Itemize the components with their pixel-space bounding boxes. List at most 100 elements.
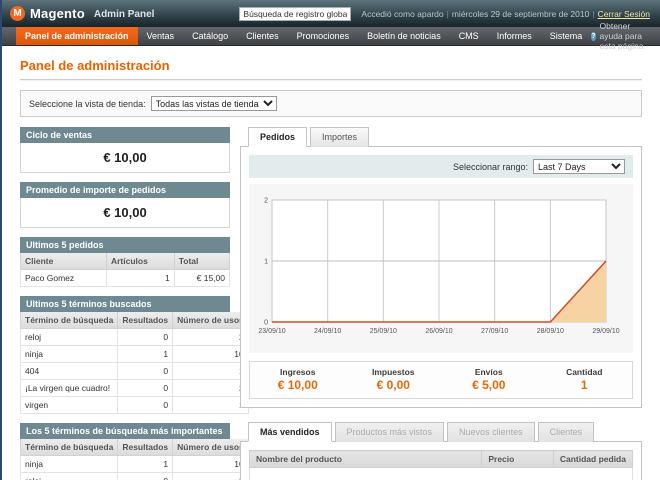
- help-link[interactable]: ? Obtener ayuda para esta página: [591, 21, 660, 51]
- metric-impuestos: Impuestos € 0,00: [346, 367, 442, 392]
- help-label: Obtener ayuda para esta página: [599, 21, 644, 51]
- table-row: ninja110: [19, 455, 249, 473]
- table-row: virgen01: [19, 396, 249, 414]
- nav-item[interactable]: Sistema: [549, 31, 583, 41]
- products-panel: Nombre del producto Precio Cantidad pedi…: [240, 441, 642, 480]
- table-row: 40401: [19, 362, 249, 380]
- metric-value: € 5,00: [472, 378, 506, 392]
- metric-value: € 0,00: [376, 378, 410, 392]
- nav-item[interactable]: Clientes: [246, 31, 279, 41]
- range-label: Seleccionar rango:: [452, 161, 528, 172]
- range-select[interactable]: Last 7 Days: [533, 159, 625, 174]
- chart-tabs: Pedidos Importes: [240, 127, 642, 147]
- average-orders-box: Promedio de importe de pedidos € 10,00: [20, 182, 230, 228]
- logged-in-as: Accedió como apardo: [361, 8, 444, 19]
- nav-item[interactable]: Panel de administración: [16, 27, 138, 45]
- totals-bar: Ingresos € 10,00 Impuestos € 0,00 Envíos € 5,…: [249, 361, 633, 399]
- table-header-row: Término de búsqueda Resultados Número de u…: [19, 312, 249, 329]
- svg-text:2: 2: [264, 198, 268, 205]
- products-tabs: Más vendidos Productos más vistos Nuevos c…: [240, 422, 642, 442]
- sidebar-reports: Ciclo de ventas € 10,00 Promedio de impo…: [19, 127, 249, 480]
- top-search-terms-box: Los 5 términos de búsqueda más important…: [19, 423, 249, 480]
- logout-link[interactable]: Cerrar Sesión: [597, 8, 650, 19]
- last-orders-table: Cliente Artículos Total Paco Gomez 1 € 15,00: [20, 253, 231, 287]
- metric-value: 1: [580, 378, 588, 392]
- metric-label: Impuestos: [371, 367, 415, 377]
- app-header: M Magento Admin Panel Accedió como apard…: [2, 0, 660, 27]
- svg-text:23/09/10: 23/09/10: [258, 328, 285, 335]
- dashboard-content: Panel de administración Seleccione la vi…: [2, 46, 660, 480]
- help-icon: ?: [591, 31, 596, 41]
- table-row: ¡La virgen que cuadro!02: [19, 379, 249, 397]
- tab-nuevos-clientes[interactable]: Nuevos clientes: [447, 422, 535, 442]
- store-view-switcher: Seleccione la vista de tienda: Todas las…: [20, 90, 642, 117]
- logo-text: Magento: [30, 6, 85, 21]
- metric-label: Ingresos: [280, 367, 316, 377]
- svg-text:24/09/10: 24/09/10: [314, 328, 341, 335]
- average-orders-value: € 10,00: [20, 198, 230, 228]
- nav-item[interactable]: CMS: [458, 31, 479, 41]
- magento-logo[interactable]: M Magento Admin Panel: [10, 6, 154, 21]
- svg-text:1: 1: [264, 259, 268, 266]
- last-orders-title: Ultimos 5 pedidos: [20, 237, 230, 253]
- nav-item[interactable]: Informes: [496, 31, 532, 41]
- table-header-row: Cliente Artículos Total: [20, 253, 231, 270]
- magento-logo-icon: M: [10, 6, 25, 21]
- nav-item[interactable]: Promociones: [296, 31, 350, 41]
- header-user-info: Accedió como apardo | miércoles 29 de sept…: [361, 8, 650, 19]
- store-view-select[interactable]: Todas las vistas de tienda: [150, 96, 277, 111]
- products-table: Nombre del producto Precio Cantidad pedi…: [248, 450, 634, 468]
- lifetime-sales-title: Ciclo de ventas: [20, 127, 230, 143]
- table-row: ninja110: [19, 345, 249, 363]
- top-search-terms-title: Los 5 términos de búsqueda más important…: [20, 423, 230, 439]
- chart-panel: Seleccionar rango: Last 7 Days 0 1 2 23/09/…: [240, 146, 642, 408]
- table-header-row: Término de búsqueda Resultados Número de u…: [19, 439, 249, 456]
- nav-items: Panel de administración Ventas Catálogo Cli…: [16, 27, 591, 45]
- products-table-header: Nombre del producto Precio Cantidad pedi…: [248, 450, 634, 468]
- metric-label: Envíos: [474, 367, 503, 377]
- products-section: Más vendidos Productos más vistos Nuevos c…: [240, 422, 642, 480]
- range-bar: Seleccionar rango: Last 7 Days: [249, 155, 633, 178]
- metric-ingresos: Ingresos € 10,00: [250, 367, 346, 392]
- last-orders-box: Ultimos 5 pedidos Cliente Artículos Total P…: [20, 237, 231, 287]
- last-search-terms-box: Ultimos 5 términos buscados Término de b…: [19, 296, 249, 414]
- empty-records-message: No se encontraron registros.: [249, 468, 633, 480]
- store-view-label: Seleccione la vista de tienda:: [29, 98, 146, 109]
- main-nav: Panel de administración Ventas Catálogo Cli…: [2, 21, 660, 51]
- logo-suffix: Admin Panel: [93, 9, 155, 20]
- global-search-input[interactable]: [239, 6, 352, 21]
- page-title: Panel de administración: [20, 58, 170, 73]
- nav-item[interactable]: Ventas: [146, 31, 175, 41]
- metric-value: € 10,00: [277, 378, 318, 392]
- current-date: miércoles 29 de septiembre de 2010: [451, 8, 590, 19]
- svg-text:25/09/10: 25/09/10: [370, 328, 397, 335]
- nav-item[interactable]: Boletín de noticias: [367, 31, 441, 41]
- top-search-terms-table: Término de búsqueda Resultados Número de u…: [19, 439, 249, 480]
- svg-text:29/09/10: 29/09/10: [592, 328, 619, 335]
- tab-pedidos[interactable]: Pedidos: [248, 127, 308, 147]
- nav-item[interactable]: Catálogo: [192, 31, 229, 41]
- table-row: reloj02: [19, 472, 249, 480]
- title-divider: [20, 79, 642, 81]
- svg-text:27/09/10: 27/09/10: [481, 328, 508, 335]
- tab-importes[interactable]: Importes: [310, 127, 370, 147]
- lifetime-sales-value: € 10,00: [20, 143, 230, 173]
- tab-clientes[interactable]: Clientes: [537, 422, 595, 442]
- svg-text:26/09/10: 26/09/10: [425, 328, 452, 335]
- tab-productos-m-s-vistos[interactable]: Productos más vistos: [334, 422, 445, 442]
- metric-envíos: Envíos € 5,00: [441, 367, 537, 392]
- last-search-terms-table: Término de búsqueda Resultados Número de u…: [19, 312, 249, 414]
- orders-chart: 0 1 2 23/09/10 24/09/10 25/09/10 26/09/10 27/09…: [249, 184, 633, 353]
- table-row: Paco Gomez 1 € 15,00: [20, 269, 231, 287]
- metric-label: Cantidad: [566, 367, 603, 377]
- last-search-terms-title: Ultimos 5 términos buscados: [20, 296, 230, 312]
- svg-text:0: 0: [264, 320, 268, 327]
- metric-cantidad: Cantidad 1: [537, 367, 633, 392]
- tab-m-s-vendidos[interactable]: Más vendidos: [248, 422, 332, 442]
- table-row: reloj02: [19, 328, 249, 346]
- orders-chart-svg: 0 1 2 23/09/10 24/09/10 25/09/10 26/09/10 27/09…: [258, 198, 619, 336]
- dashboard-main: Pedidos Importes Seleccionar rango: Last …: [240, 127, 642, 480]
- average-orders-title: Promedio de importe de pedidos: [20, 182, 230, 198]
- lifetime-sales-box: Ciclo de ventas € 10,00: [20, 127, 230, 173]
- svg-text:28/09/10: 28/09/10: [537, 328, 564, 335]
